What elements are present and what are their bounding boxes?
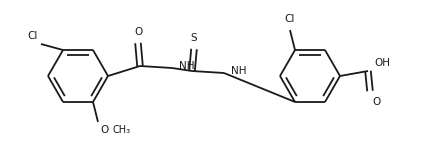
Text: Cl: Cl	[285, 14, 295, 24]
Text: O: O	[372, 97, 380, 107]
Text: Cl: Cl	[28, 31, 38, 41]
Text: O: O	[134, 27, 142, 37]
Text: O: O	[100, 125, 108, 135]
Text: NH: NH	[231, 66, 246, 76]
Text: OH: OH	[374, 58, 390, 68]
Text: NH: NH	[179, 61, 194, 71]
Text: S: S	[191, 33, 197, 43]
Text: CH₃: CH₃	[112, 125, 130, 135]
